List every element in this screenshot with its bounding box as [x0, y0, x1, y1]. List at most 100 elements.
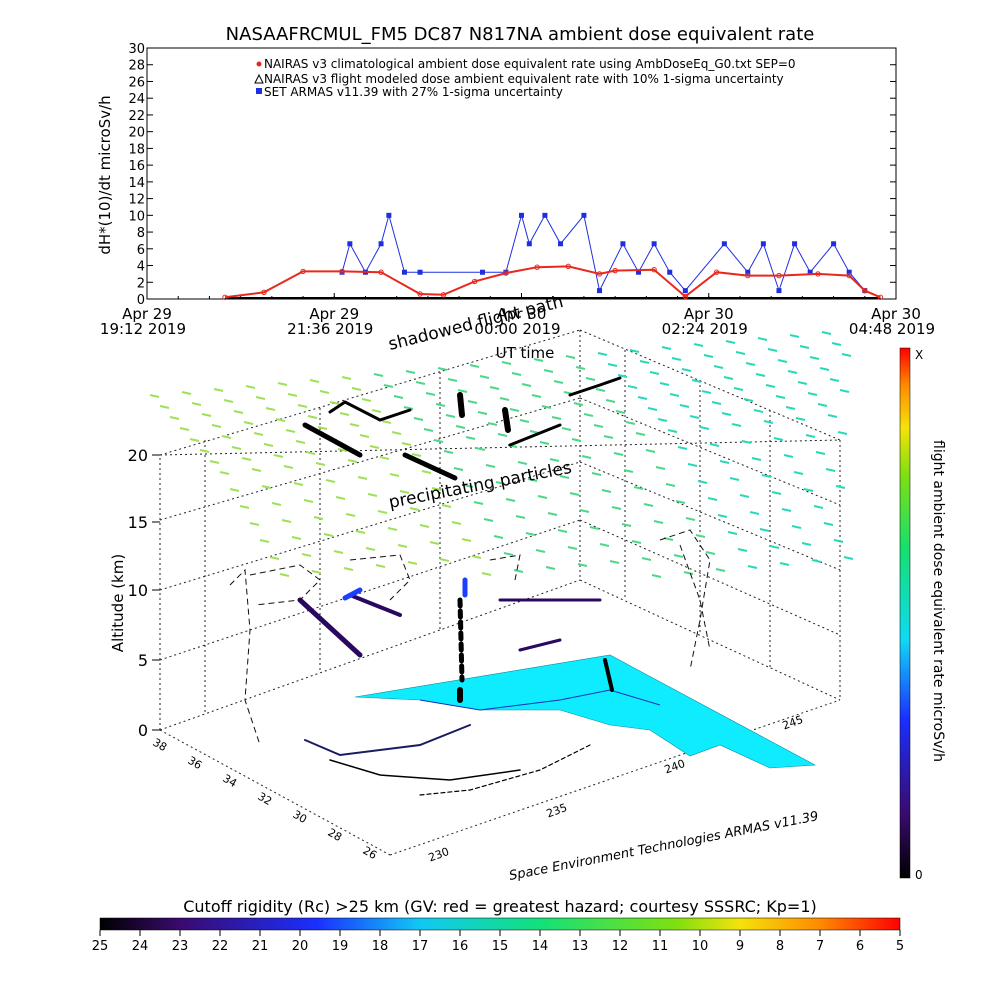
particle-dash: [797, 381, 808, 385]
particle-dash: [435, 403, 446, 407]
particle-dash: [281, 519, 292, 523]
lat-tick-label: 32: [255, 790, 274, 808]
armas-point: [347, 241, 353, 247]
particle-dash: [425, 392, 436, 396]
particle-dash: [771, 491, 782, 495]
particle-dash: [477, 411, 488, 415]
track-mid-8: [603, 658, 614, 692]
particle-dash: [643, 503, 654, 507]
rigidity-colorbar: [99, 917, 901, 931]
particle-dash: [635, 432, 646, 436]
particle-dash: [595, 388, 606, 392]
particle-dash: [467, 400, 478, 404]
lat-tick-label: 30: [290, 808, 309, 826]
particle-dash: [255, 396, 266, 400]
particle-dash: [347, 459, 358, 463]
armas-point: [831, 241, 837, 247]
particle-dash: [401, 442, 412, 446]
rigidity-tick-label: 7: [816, 939, 824, 954]
rigidity-tick-label: 17: [412, 939, 429, 954]
particle-dash: [419, 524, 430, 528]
y-axis-label: dH*(10)/dt microSv/h: [96, 95, 114, 254]
particle-dash: [329, 401, 340, 405]
y-tick-label: 4: [137, 260, 145, 275]
track-mid-2: [348, 593, 402, 617]
y-tick-label: 0: [137, 293, 145, 308]
particle-dash: [821, 331, 832, 335]
particle-dash: [633, 486, 644, 490]
particle-dash: [525, 532, 536, 536]
particle-dash: [641, 557, 652, 561]
particle-dash: [209, 460, 220, 464]
particle-dash: [755, 373, 766, 377]
particle-dash: [231, 446, 242, 450]
particle-dash: [743, 398, 754, 402]
particle-dash: [735, 351, 746, 355]
armas-point: [401, 269, 407, 275]
particle-dash: [413, 417, 424, 421]
y-tick-label: 24: [128, 92, 145, 107]
particle-dash: [775, 395, 786, 399]
particle-dash: [711, 401, 722, 405]
particle-dash: [539, 441, 550, 445]
z-tick-label: 5: [138, 651, 148, 670]
particle-dash: [503, 552, 514, 556]
chart-title: NASAAFRCMUL_FM5 DC87 N817NA ambient dose…: [226, 24, 815, 45]
particle-dash: [549, 458, 560, 462]
particle-dash: [569, 492, 580, 496]
lon-tick-label: 230: [427, 845, 451, 864]
rigidity-tick-label: 5: [896, 939, 904, 954]
particle-dash: [243, 421, 254, 425]
rigidity-tick-label: 19: [332, 939, 349, 954]
particle-dash: [713, 365, 724, 369]
particle-dash: [533, 358, 544, 362]
particle-dash: [801, 542, 812, 546]
particle-dash: [519, 419, 530, 423]
particle-dash: [655, 466, 666, 470]
particle-dash: [615, 410, 626, 414]
altitude-axis-label: Altitude (km): [109, 554, 127, 652]
particle-dash: [149, 394, 160, 398]
particle-dash: [557, 529, 568, 533]
y-tick-label: 28: [128, 59, 145, 74]
particle-dash: [745, 362, 756, 366]
particle-dash: [579, 509, 590, 513]
track-ground-2: [329, 759, 521, 781]
nairas-clim-point: [222, 294, 228, 301]
particle-dash: [511, 372, 522, 376]
particle-dash: [789, 334, 800, 338]
nairas-clim-point: [440, 292, 447, 298]
particle-dash: [269, 556, 280, 560]
particle-dash: [375, 564, 386, 568]
particle-dash: [323, 533, 334, 537]
particle-dash: [201, 413, 212, 417]
particle-dash: [271, 502, 282, 506]
particle-dash: [625, 421, 636, 425]
particle-dash: [827, 414, 838, 418]
particle-dash: [581, 455, 592, 459]
particle-dash: [547, 512, 558, 516]
armas-point: [651, 241, 657, 247]
particle-dash: [499, 397, 510, 401]
particle-dash: [843, 556, 854, 560]
armas-point: [386, 212, 392, 218]
particle-dash: [373, 373, 384, 377]
armas-point: [558, 241, 564, 247]
particle-dash: [383, 384, 394, 388]
legend-label-nairas-clim: NAIRAS v3 climatological ambient dose eq…: [264, 57, 796, 71]
particle-dash: [611, 506, 622, 510]
particle-dash: [677, 446, 688, 450]
particle-dash: [355, 530, 366, 534]
particle-dash: [445, 414, 456, 418]
particle-dash: [405, 370, 416, 374]
nairas-clim-point: [339, 268, 345, 275]
legend: NAIRAS v3 climatological ambient dose eq…: [254, 57, 796, 99]
particle-dash: [565, 355, 576, 359]
particle-dash: [397, 544, 408, 548]
track-top-6: [508, 423, 562, 447]
particle-dash: [495, 481, 506, 485]
rigidity-tick-label: 8: [776, 939, 784, 954]
footer-credit: Space Environment Technologies ARMAS v11…: [508, 809, 820, 884]
particle-dash: [583, 413, 594, 417]
particle-dash: [285, 429, 296, 433]
